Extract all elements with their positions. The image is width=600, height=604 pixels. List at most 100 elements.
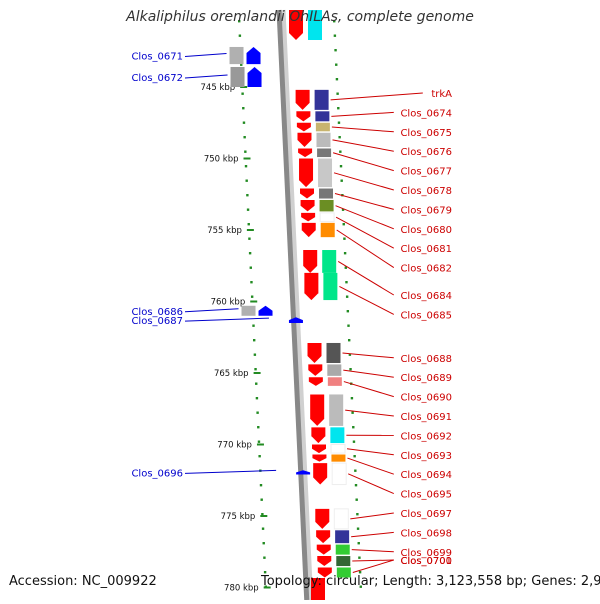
- genome-stats-text: Topology: circular; Length: 3,123,558 bp…: [261, 574, 600, 589]
- guide-dot: [243, 122, 245, 124]
- reverse-gene-arrow: [299, 159, 313, 188]
- reverse-gene-arrow: [312, 445, 326, 454]
- reverse-gene-arrow: [296, 111, 310, 121]
- forward-label-leader: [185, 318, 269, 321]
- reverse-gene-label: Clos_0680: [400, 225, 452, 236]
- reverse-gene-arrow: [297, 133, 311, 147]
- reverse-label-leader: [331, 112, 393, 116]
- guide-dot: [252, 325, 254, 327]
- reverse-gene-label: Clos_0682: [400, 264, 452, 275]
- reverse-gene-label: Clos_0679: [400, 205, 452, 216]
- reverse-gene-arrow: [301, 200, 315, 211]
- reverse-label-leader: [351, 532, 394, 536]
- forward-gene-label: Clos_0696: [131, 468, 183, 479]
- guide-dot: [347, 310, 349, 312]
- reverse-cog-bar: [328, 377, 342, 386]
- reverse-cog-bar: [317, 148, 331, 157]
- guide-dot: [349, 368, 351, 370]
- reverse-gene-arrow: [300, 189, 314, 199]
- reverse-gene-label: Clos_0684: [400, 291, 452, 302]
- scale-tick-label: 750 kbp: [204, 155, 239, 165]
- reverse-gene-label: Clos_0694: [400, 470, 452, 481]
- guide-dot: [352, 426, 354, 428]
- reverse-label-leader: [352, 560, 394, 561]
- reverse-cog-bar: [327, 364, 341, 375]
- reverse-gene-label: Clos_0678: [400, 186, 452, 197]
- reverse-gene-arrow: [312, 455, 326, 462]
- reverse-cog-bar: [316, 133, 330, 147]
- guide-dot: [334, 49, 336, 51]
- reverse-cog-bar: [319, 189, 333, 199]
- reverse-gene-arrow: [316, 530, 330, 543]
- guide-dot: [248, 238, 250, 240]
- forward-cog-bar: [231, 67, 245, 87]
- reverse-label-leader: [347, 449, 394, 455]
- reverse-gene-label: Clos_0690: [400, 393, 452, 404]
- reverse-gene-arrow: [308, 364, 322, 375]
- guide-dot: [358, 557, 360, 559]
- reverse-gene-arrow: [315, 509, 329, 529]
- forward-gene-arrow: [248, 67, 262, 87]
- reverse-cog-bar: [327, 343, 341, 363]
- forward-gene-label: Clos_0672: [131, 73, 183, 84]
- guide-dot: [351, 397, 353, 399]
- guide-dot: [258, 441, 260, 443]
- guide-dot: [262, 528, 264, 530]
- guide-dot: [255, 383, 257, 385]
- reverse-label-leader: [333, 153, 394, 171]
- scale-tick-label: 770 kbp: [217, 441, 252, 451]
- reverse-cog-bar: [330, 427, 344, 443]
- reverse-gene-label: Clos_0674: [400, 108, 452, 119]
- forward-gene-label: Clos_0671: [131, 52, 183, 63]
- guide-dot: [338, 122, 340, 124]
- guide-dot: [343, 238, 345, 240]
- guide-dot: [248, 223, 250, 225]
- reverse-label-leader: [352, 550, 394, 552]
- reverse-label-leader: [332, 140, 393, 151]
- reverse-cog-bar: [320, 200, 334, 211]
- reverse-gene-label: Clos_0677: [400, 167, 452, 178]
- guide-dot: [335, 64, 337, 66]
- reverse-cog-bar: [331, 455, 345, 462]
- map-title: Alkaliphilus oremlandii OhILAs, complete…: [0, 9, 600, 25]
- reverse-gene-arrow: [297, 123, 311, 132]
- reverse-gene-arrow: [310, 394, 324, 425]
- reverse-gene-label: Clos_0675: [400, 128, 452, 139]
- reverse-gene-label: Clos_0676: [400, 147, 452, 158]
- reverse-cog-bar: [329, 394, 343, 425]
- guide-dot: [334, 35, 336, 37]
- forward-cog-bar: [230, 47, 244, 64]
- reverse-gene-arrow: [311, 427, 325, 443]
- guide-dot: [340, 180, 342, 182]
- reverse-gene-label: Clos_0698: [400, 528, 452, 539]
- scale-tick-label: 760 kbp: [211, 298, 246, 308]
- reverse-gene-label: Clos_0681: [400, 244, 452, 255]
- reverse-gene-arrow: [303, 250, 317, 273]
- reverse-label-leader: [332, 127, 394, 132]
- guide-dot: [258, 455, 260, 457]
- guide-dot: [250, 281, 252, 283]
- guide-dot: [246, 194, 248, 196]
- reverse-gene-label: Clos_0685: [400, 310, 452, 321]
- scale-tick-label: 765 kbp: [214, 369, 249, 379]
- guide-dot: [245, 165, 247, 167]
- reverse-label-leader: [348, 474, 394, 494]
- guide-dot: [254, 354, 256, 356]
- reverse-gene-label: Clos_0695: [400, 490, 452, 501]
- reverse-gene-label: Clos_0697: [400, 509, 452, 520]
- guide-dot: [337, 107, 339, 109]
- reverse-label-leader: [334, 173, 394, 190]
- reverse-cog-bar: [318, 159, 332, 188]
- reverse-gene-arrow: [309, 377, 323, 386]
- scale-tick-label: 780 kbp: [224, 584, 259, 594]
- reverse-label-leader: [336, 217, 394, 248]
- guide-dot: [358, 542, 360, 544]
- guide-dot: [353, 441, 355, 443]
- guide-dot: [247, 209, 249, 211]
- guide-dot: [251, 296, 253, 298]
- reverse-gene-label: trkA: [431, 89, 452, 100]
- reverse-label-leader: [344, 382, 394, 397]
- guide-dot: [250, 267, 252, 269]
- guide-dot: [348, 339, 350, 341]
- reverse-label-leader: [331, 93, 423, 100]
